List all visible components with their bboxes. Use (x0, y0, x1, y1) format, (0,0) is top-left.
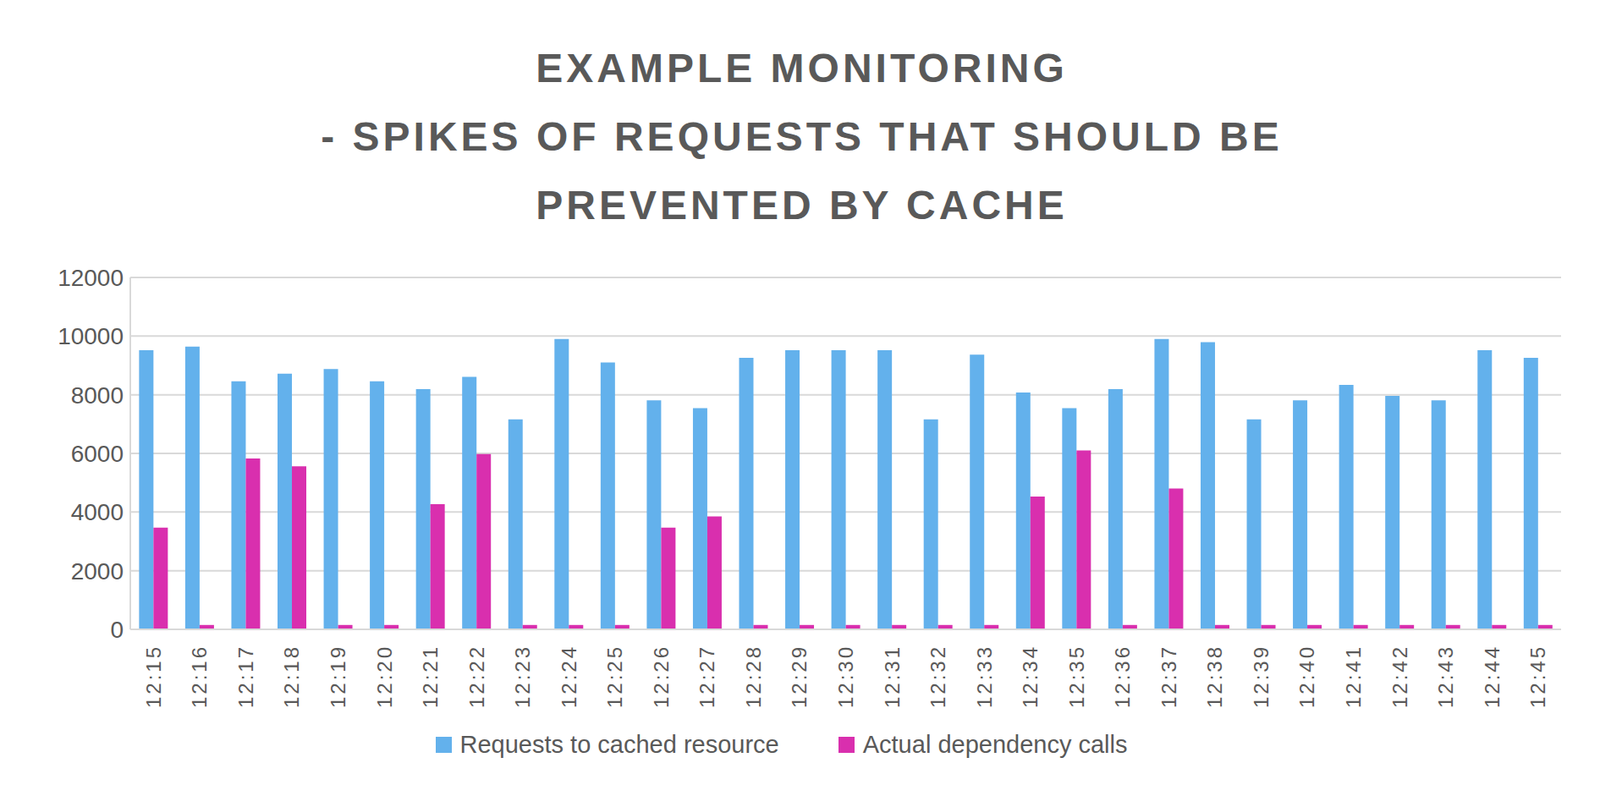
svg-text:12000: 12000 (57, 264, 124, 292)
svg-text:8000: 8000 (71, 382, 124, 409)
svg-text:12:34: 12:34 (1018, 644, 1042, 709)
svg-text:12:18: 12:18 (280, 644, 303, 709)
html-text:Actual dependency calls: Actual dependency calls (862, 731, 1128, 759)
svg-text:12:17: 12:17 (234, 644, 258, 709)
svg-text:12:36: 12:36 (1110, 644, 1134, 709)
svg-text:12:25: 12:25 (603, 644, 627, 709)
svg-text:12:45: 12:45 (1526, 644, 1550, 709)
svg-text:12:32: 12:32 (926, 644, 950, 709)
svg-text:12:15: 12:15 (142, 644, 165, 709)
svg-text:12:23: 12:23 (511, 644, 534, 709)
svg-text:12:19: 12:19 (326, 644, 350, 709)
svg-text:12:22: 12:22 (465, 644, 489, 709)
svg-text:12:21: 12:21 (418, 644, 442, 709)
svg-text:2000: 2000 (71, 558, 124, 585)
svg-text:12:40: 12:40 (1295, 644, 1319, 709)
svg-text:12:39: 12:39 (1249, 644, 1273, 709)
svg-text:4000: 4000 (71, 499, 124, 526)
html-text:EXAMPLE MONITORING - SPIKES OF: EXAMPLE MONITORING - SPIKES OF REQUESTS … (320, 45, 1283, 228)
svg-text:12:28: 12:28 (742, 644, 765, 709)
svg-text:12:35: 12:35 (1065, 644, 1089, 709)
svg-text:12:37: 12:37 (1157, 644, 1181, 709)
svg-text:12:30: 12:30 (834, 644, 858, 709)
svg-text:12:29: 12:29 (787, 644, 811, 709)
svg-text:12:27: 12:27 (695, 644, 719, 709)
svg-text:12:16: 12:16 (187, 644, 211, 709)
html-text:Requests to cached resource: Requests to cached resource (459, 731, 780, 759)
svg-text:12:24: 12:24 (557, 644, 581, 709)
svg-text:12:31: 12:31 (880, 644, 904, 709)
svg-text:0: 0 (109, 616, 124, 644)
svg-text:12:43: 12:43 (1434, 644, 1458, 709)
svg-text:12:33: 12:33 (973, 644, 996, 709)
svg-text:12:20: 12:20 (373, 644, 396, 709)
svg-text:12:26: 12:26 (649, 644, 673, 709)
svg-text:10000: 10000 (57, 323, 124, 350)
svg-text:12:44: 12:44 (1480, 644, 1504, 709)
svg-text:12:38: 12:38 (1203, 644, 1227, 709)
svg-text:12:42: 12:42 (1388, 644, 1412, 709)
svg-text:12:41: 12:41 (1341, 644, 1365, 709)
svg-text:6000: 6000 (71, 440, 124, 468)
